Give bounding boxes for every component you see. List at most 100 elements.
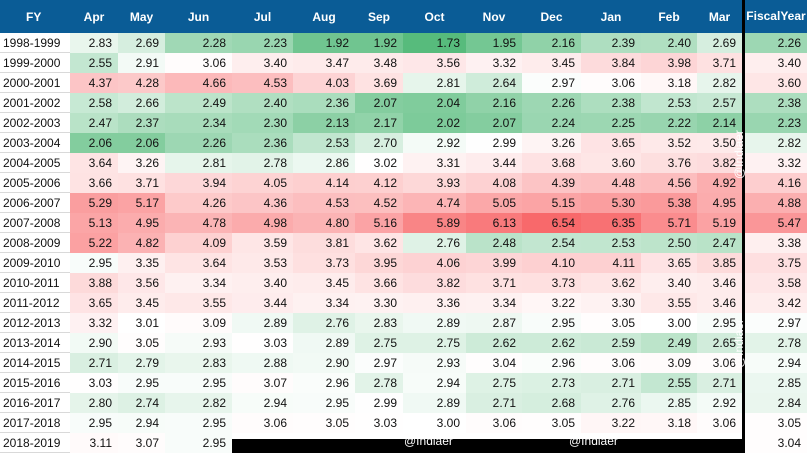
fiscal-year-cell: 2.84 bbox=[745, 393, 807, 413]
heatmap-cell: 3.65 bbox=[70, 293, 118, 313]
heatmap-cell: 4.78 bbox=[165, 213, 232, 233]
heatmap-cell: 2.95 bbox=[697, 313, 742, 333]
heatmap-cell: 3.56 bbox=[403, 53, 466, 73]
row-label-fy: 2003-2004 bbox=[0, 133, 70, 153]
heatmap-cell: 2.92 bbox=[697, 393, 742, 413]
heatmap-cell: 2.58 bbox=[70, 93, 118, 113]
heatmap-cell: 3.34 bbox=[165, 273, 232, 293]
heatmap-cell: 2.75 bbox=[403, 333, 466, 353]
heatmap-cell: 3.35 bbox=[118, 253, 165, 273]
heatmap-cell: 2.90 bbox=[70, 333, 118, 353]
heatmap-cell: 3.05 bbox=[293, 413, 355, 433]
heatmap-cell: 2.59 bbox=[581, 333, 641, 353]
heatmap-cell: 5.17 bbox=[118, 193, 165, 213]
heatmap-cell: 3.88 bbox=[70, 273, 118, 293]
heatmap-cell: 2.24 bbox=[522, 113, 581, 133]
heatmap-cell: 4.03 bbox=[293, 73, 355, 93]
fiscal-year-cell: 3.05 bbox=[745, 413, 807, 433]
heatmap-cell: 2.82 bbox=[697, 73, 742, 93]
heatmap-cell: 2.26 bbox=[165, 133, 232, 153]
heatmap-cell: 3.11 bbox=[70, 433, 118, 453]
heatmap-cell: 2.79 bbox=[118, 353, 165, 373]
heatmap-cell: 3.31 bbox=[403, 153, 466, 173]
heatmap-cell: 3.46 bbox=[697, 273, 742, 293]
heatmap-cell: 3.60 bbox=[581, 153, 641, 173]
heatmap-cell: 3.04 bbox=[466, 353, 522, 373]
fiscal-year-cell: 2.85 bbox=[745, 373, 807, 393]
heatmap-cell: 3.44 bbox=[466, 153, 522, 173]
heatmap-cell: 3.32 bbox=[466, 53, 522, 73]
heatmap-cell: 2.85 bbox=[641, 393, 697, 413]
heatmap-cell: 4.56 bbox=[641, 173, 697, 193]
heatmap-cell: 3.22 bbox=[581, 413, 641, 433]
heatmap-cell: 2.69 bbox=[697, 33, 742, 53]
heatmap-cell: 2.78 bbox=[355, 373, 403, 393]
fiscal-year-cell: 3.04 bbox=[745, 433, 807, 453]
heatmap-cell: 3.05 bbox=[522, 413, 581, 433]
heatmap-cell: 2.95 bbox=[293, 393, 355, 413]
heatmap-cell: 3.05 bbox=[581, 313, 641, 333]
heatmap-cell: 4.37 bbox=[70, 73, 118, 93]
heatmap-cell: 4.80 bbox=[293, 213, 355, 233]
header-fy: FY bbox=[0, 0, 70, 33]
heatmap-cell: 2.96 bbox=[293, 373, 355, 393]
header-month-feb: Feb bbox=[641, 0, 697, 33]
header-month-may: May bbox=[118, 0, 165, 33]
header-month-jan: Jan bbox=[581, 0, 641, 33]
heatmap-cell: 2.64 bbox=[466, 73, 522, 93]
heatmap-cell: 3.06 bbox=[581, 73, 641, 93]
row-label-fy: 2000-2001 bbox=[0, 73, 70, 93]
heatmap-cell: 2.55 bbox=[641, 373, 697, 393]
heatmap-cell: 3.73 bbox=[522, 273, 581, 293]
heatmap-cell: 4.98 bbox=[232, 213, 293, 233]
heatmap-cell: 2.06 bbox=[118, 133, 165, 153]
heatmap-cell: 3.56 bbox=[118, 273, 165, 293]
heatmap-cell: 3.73 bbox=[293, 253, 355, 273]
heatmap-cell: 2.75 bbox=[355, 333, 403, 353]
heatmap-cell: 4.14 bbox=[293, 173, 355, 193]
heatmap-cell: 3.30 bbox=[355, 293, 403, 313]
fiscal-year-cell: 3.32 bbox=[745, 153, 807, 173]
heatmap-cell: 3.26 bbox=[522, 133, 581, 153]
heatmap-cell: 1.95 bbox=[466, 33, 522, 53]
heatmap-cell: 3.02 bbox=[355, 153, 403, 173]
heatmap-cell: 2.36 bbox=[293, 93, 355, 113]
heatmap-cell: 3.82 bbox=[697, 153, 742, 173]
header-month-aug: Aug bbox=[293, 0, 355, 33]
row-label-fy: 1999-2000 bbox=[0, 53, 70, 73]
heatmap-cell: 2.87 bbox=[466, 313, 522, 333]
heatmap-cell: 4.26 bbox=[165, 193, 232, 213]
heatmap-cell: 3.45 bbox=[293, 273, 355, 293]
heatmap-cell: 3.18 bbox=[641, 413, 697, 433]
heatmap-cell: 3.95 bbox=[355, 253, 403, 273]
heatmap-cell: 3.01 bbox=[118, 313, 165, 333]
heatmap-cell: 2.91 bbox=[118, 53, 165, 73]
heatmap-cell: 2.83 bbox=[355, 313, 403, 333]
header-month-dec: Dec bbox=[522, 0, 581, 33]
heatmap-cell: 2.38 bbox=[581, 93, 641, 113]
heatmap-cell: 3.48 bbox=[355, 53, 403, 73]
heatmap-cell: 3.55 bbox=[165, 293, 232, 313]
heatmap-cell: 2.90 bbox=[293, 353, 355, 373]
row-label-fy: 2016-2017 bbox=[0, 393, 70, 413]
heatmap-cell: 2.97 bbox=[522, 73, 581, 93]
heatmap-cell: 2.04 bbox=[403, 93, 466, 113]
heatmap-cell: 2.80 bbox=[70, 393, 118, 413]
heatmap-cell: 3.55 bbox=[641, 293, 697, 313]
row-label-fy: 2010-2011 bbox=[0, 273, 70, 293]
heatmap-cell: 2.76 bbox=[293, 313, 355, 333]
heatmap-cell: 3.84 bbox=[581, 53, 641, 73]
header-fiscal-year-line: Fiscal bbox=[746, 9, 781, 23]
header-divider bbox=[742, 0, 745, 453]
row-label-fy: 2014-2015 bbox=[0, 353, 70, 373]
heatmap-cell: 2.89 bbox=[232, 313, 293, 333]
heatmap-cell: 2.54 bbox=[522, 233, 581, 253]
heatmap-cell: 2.39 bbox=[581, 33, 641, 53]
heatmap-cell: 3.06 bbox=[466, 413, 522, 433]
heatmap-cell: 2.96 bbox=[522, 353, 581, 373]
heatmap-cell: 3.82 bbox=[403, 273, 466, 293]
heatmap-cell: 4.10 bbox=[522, 253, 581, 273]
heatmap-cell: 3.69 bbox=[355, 73, 403, 93]
heatmap-cell: 5.38 bbox=[641, 193, 697, 213]
